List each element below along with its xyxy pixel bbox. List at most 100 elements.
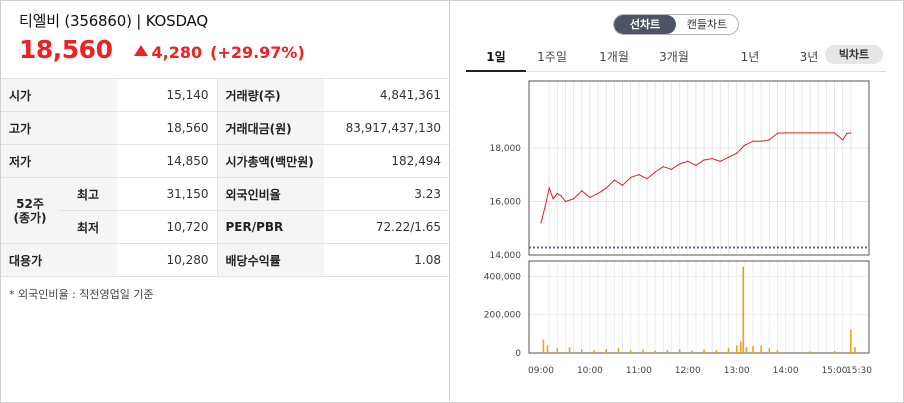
price-change-rate: (+29.97%)	[210, 43, 305, 62]
price-point	[850, 132, 852, 134]
volume-bar	[580, 349, 583, 353]
price-point	[760, 140, 762, 142]
volume-bar	[642, 349, 644, 353]
volume-bar	[605, 349, 608, 353]
price-point	[687, 160, 689, 162]
volume-bar	[546, 345, 549, 353]
wk52-low-value: 10,720	[117, 210, 217, 244]
low-label: 저가	[1, 144, 117, 178]
perpbr-label: PER/PBR	[216, 210, 324, 244]
amount-label: 거래대금(원)	[216, 111, 324, 145]
price-point	[573, 198, 575, 200]
price-point	[842, 139, 844, 141]
tab-3month[interactable]: 3개월	[659, 50, 689, 64]
volume-tick-label: 400,000	[484, 272, 521, 282]
price-point	[809, 132, 811, 134]
volume-bar	[745, 347, 748, 353]
volume-bar	[727, 348, 730, 353]
tab-1month[interactable]: 1개월	[599, 50, 629, 64]
wk52-label: 52주 (종가)	[1, 177, 59, 244]
foreign-value: 3.23	[324, 177, 449, 211]
table-row: 시가 15,140 거래량(주) 4,841,361	[1, 78, 449, 112]
price-point	[752, 140, 754, 142]
price-point	[621, 184, 624, 186]
wk52-low-label: 최저	[59, 210, 117, 244]
foreign-label: 외국인비율	[216, 177, 324, 211]
price-point	[670, 168, 673, 170]
table-row: 고가 18,560 거래대금(원) 83,917,437,130	[1, 111, 449, 145]
table-row: 52주 (종가) 최고 31,150 외국인비율 3.23	[1, 177, 449, 244]
substitute-price-label: 대용가	[1, 243, 117, 277]
period-tabs: 1일 1주일 1개월 3개월 1년 3년	[466, 41, 886, 72]
time-tick-label: 09:00	[528, 366, 554, 376]
volume-bar	[666, 350, 669, 353]
tab-3year[interactable]: 3년	[799, 50, 819, 64]
volume-bar	[854, 347, 856, 353]
volume-tick-label: 200,000	[484, 311, 521, 321]
volume-plot-frame	[528, 260, 870, 354]
volume-series	[542, 266, 856, 353]
volume-label: 거래량(주)	[216, 78, 324, 112]
price-point	[597, 192, 599, 195]
chart-panel: 선차트 캔들차트 1일 1주일 1개월 3개월 1년 3년 빅차트 14,000…	[451, 1, 903, 401]
volume-bar	[593, 350, 595, 353]
price-point	[846, 132, 848, 135]
volume-bar	[833, 351, 836, 353]
volume-bar	[742, 266, 745, 353]
price-point	[736, 152, 738, 154]
price-change: 4,280	[151, 43, 203, 62]
price-point	[605, 187, 607, 189]
mktcap-value: 182,494	[324, 144, 449, 178]
price-point	[695, 164, 697, 166]
tab-1week[interactable]: 1주일	[537, 50, 567, 64]
wk52-high-value: 31,150	[117, 177, 217, 211]
volume-bar	[556, 348, 559, 353]
stock-name: 티엘비 (356860) | KOSDAQ	[19, 12, 208, 30]
price-tick-label: 18,000	[490, 144, 522, 154]
time-tick-label: 10:00	[577, 366, 603, 376]
price-tick-label: 16,000	[490, 197, 522, 207]
time-tick-label: 12:00	[675, 366, 701, 376]
volume-bar	[678, 349, 681, 353]
price-point	[744, 144, 746, 146]
price-point	[711, 158, 713, 160]
volume-bar	[691, 350, 693, 353]
bigchart-button[interactable]: 빅차트	[825, 45, 883, 64]
price-point	[785, 132, 787, 134]
price-series	[529, 132, 869, 249]
stock-info-table: 시가 15,140 거래량(주) 4,841,361 고가 18,560 거래대…	[1, 78, 449, 277]
time-tick-label: 15:00	[822, 366, 848, 376]
volume-bar	[542, 339, 545, 353]
chart-grid	[529, 81, 869, 353]
price-point	[646, 178, 648, 180]
volume-bar	[617, 348, 620, 353]
volume-bar	[703, 349, 705, 353]
time-tick-label: 14:00	[773, 366, 799, 376]
price-point	[662, 166, 664, 168]
price-point	[638, 174, 640, 176]
intraday-chart: 14,000 16,000 18,000 0 200,000 400,000 09:00 10…	[484, 80, 872, 376]
open-value: 15,140	[117, 78, 217, 112]
tab-1year[interactable]: 1년	[740, 50, 760, 64]
high-label: 고가	[1, 111, 117, 145]
price-point	[556, 192, 558, 195]
candle-chart-button[interactable]: 캔들차트	[686, 18, 728, 31]
price-point	[776, 132, 779, 134]
price-point	[560, 195, 562, 197]
price-tick-label: 14,000	[490, 251, 522, 261]
footnote: * 외국인비율 : 직전영업일 기준	[9, 288, 154, 301]
volume-bar	[715, 350, 718, 353]
arrow-up-icon	[134, 45, 149, 56]
perpbr-value: 72.22/1.65	[324, 210, 449, 244]
price-point	[613, 179, 615, 181]
price-point	[703, 159, 705, 161]
line-chart-button[interactable]: 선차트	[614, 15, 676, 34]
table-row: 대용가 10,280 배당수익률 1.08	[1, 243, 449, 277]
price-point	[548, 187, 550, 189]
volume-bar	[568, 347, 571, 353]
tab-1day[interactable]: 1일	[466, 48, 526, 72]
volume-tick-label: 0	[515, 349, 521, 359]
time-tick-label: 13:00	[724, 366, 750, 376]
price-point	[564, 200, 567, 203]
volume-bar	[768, 348, 771, 353]
